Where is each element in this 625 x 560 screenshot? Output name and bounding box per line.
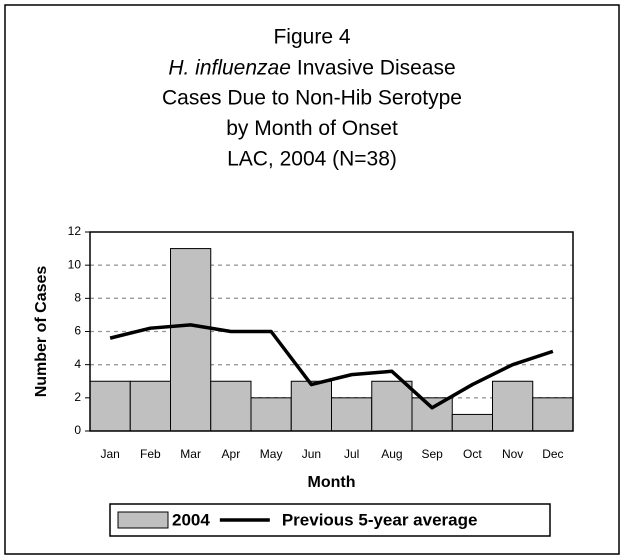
chart-title: by Month of Onset xyxy=(226,117,398,140)
y-tick-label: 6 xyxy=(74,324,81,338)
bar xyxy=(411,397,453,432)
chart-title: Figure 4 xyxy=(273,26,350,49)
chart-title: Cases Due to Non-Hib Serotype xyxy=(162,87,462,110)
x-tick-label: Jan xyxy=(100,447,119,461)
legend-box xyxy=(109,503,551,537)
chart-title: H. influenzae Invasive Disease xyxy=(168,56,455,79)
chart-title-part: Invasive Disease xyxy=(297,56,456,79)
y-tick-label: 0 xyxy=(74,423,81,437)
bar xyxy=(492,380,534,432)
bar xyxy=(170,248,212,432)
x-tick-label: Dec xyxy=(542,447,563,461)
bar xyxy=(210,380,252,432)
bar xyxy=(532,397,574,432)
y-tick-label: 2 xyxy=(74,390,81,404)
legend-label: 2004 xyxy=(172,510,210,529)
x-tick-label: Apr xyxy=(222,447,241,461)
y-axis-label: Number of Cases xyxy=(33,266,50,398)
bar xyxy=(89,380,131,432)
x-tick-label: Jun xyxy=(302,447,321,461)
chart-title: LAC, 2004 (N=38) xyxy=(227,148,397,171)
bar xyxy=(451,413,493,432)
y-tick-label: 4 xyxy=(74,357,81,371)
plot-frame xyxy=(89,231,574,432)
x-tick-label: Oct xyxy=(463,447,482,461)
x-tick-label: Aug xyxy=(381,447,402,461)
bar xyxy=(371,380,413,432)
x-tick-label: Sep xyxy=(421,447,443,461)
bar xyxy=(129,380,171,432)
y-tick-label: 8 xyxy=(74,291,81,305)
x-tick-label: May xyxy=(260,447,283,461)
bar xyxy=(250,397,292,432)
x-axis-label: Month xyxy=(308,474,356,491)
x-tick-label: Jul xyxy=(344,447,359,461)
bar xyxy=(290,380,332,432)
legend-swatch xyxy=(117,511,169,529)
y-tick-label: 12 xyxy=(68,224,82,238)
bar xyxy=(331,397,373,432)
x-tick-label: Feb xyxy=(140,447,161,461)
x-tick-label: Nov xyxy=(502,447,523,461)
line xyxy=(109,323,554,410)
legend-label: Previous 5-year average xyxy=(282,510,478,529)
chart-title-part: H. influenzae xyxy=(168,56,291,79)
x-tick-label: Mar xyxy=(180,447,201,461)
y-tick-label: 10 xyxy=(68,257,82,271)
